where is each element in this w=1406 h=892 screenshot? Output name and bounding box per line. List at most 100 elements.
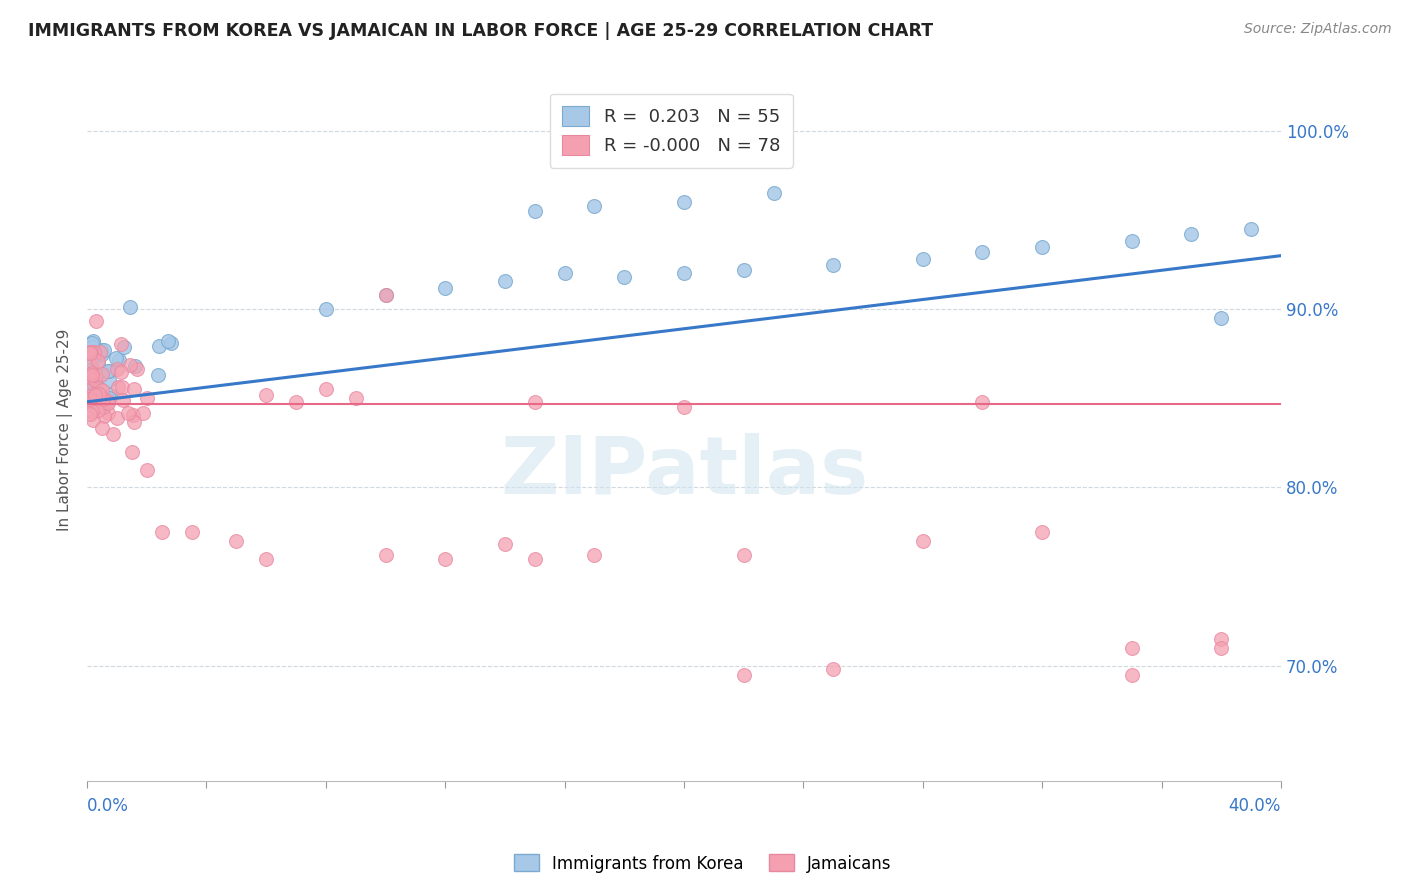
Point (105, 351, 128, 365)
Point (97, 363, 120, 377)
Point (135, 391, 157, 405)
Point (80, 381, 103, 395)
Point (84, 384, 107, 398)
Point (180, 524, 202, 539)
Point (82, 368, 104, 383)
Point (80, 345, 103, 359)
Point (225, 533, 247, 548)
Point (135, 462, 157, 476)
Point (80, 354, 103, 368)
Point (105, 411, 128, 425)
Point (1031, 524, 1053, 539)
Point (156, 334, 179, 348)
Point (285, 394, 308, 409)
Point (823, 258, 845, 272)
Point (972, 394, 994, 409)
Point (523, 394, 546, 409)
Point (124, 359, 146, 374)
Point (523, 551, 546, 566)
Point (79, 372, 101, 386)
Point (911, 533, 934, 548)
Point (80, 362, 103, 376)
Point (315, 382, 337, 396)
Point (911, 252, 934, 267)
Point (733, 667, 755, 681)
Point (672, 195, 695, 210)
Point (733, 548, 755, 562)
Point (315, 302, 337, 317)
Point (82, 413, 104, 427)
Point (121, 408, 143, 422)
Point (83, 344, 105, 359)
Point (80, 335, 103, 350)
Point (84, 370, 107, 384)
Point (79, 392, 101, 406)
Text: 40.0%: 40.0% (1229, 797, 1281, 815)
Point (87, 372, 110, 386)
Point (82, 366, 104, 380)
Point (1211, 640, 1233, 655)
Point (523, 204, 546, 219)
Point (90, 383, 112, 397)
Point (434, 551, 457, 566)
Point (823, 662, 845, 676)
Point (254, 551, 277, 566)
Point (344, 391, 367, 405)
Point (87, 403, 110, 417)
Point (1121, 667, 1143, 681)
Point (1121, 235, 1143, 249)
Point (254, 387, 277, 401)
Point (1211, 311, 1233, 326)
Point (79, 346, 101, 360)
Point (97, 395, 120, 409)
Point (583, 199, 606, 213)
Point (672, 267, 695, 281)
Point (87, 382, 110, 396)
Point (148, 339, 170, 353)
Point (79, 398, 101, 412)
Point (93, 343, 115, 357)
Point (159, 335, 181, 350)
Point (107, 353, 129, 368)
Text: Source: ZipAtlas.com: Source: ZipAtlas.com (1244, 22, 1392, 37)
Point (146, 368, 169, 382)
Point (82, 340, 104, 354)
Point (762, 186, 785, 201)
Point (972, 245, 994, 260)
Point (733, 263, 755, 277)
Point (87, 354, 110, 368)
Point (97, 406, 120, 420)
Point (82, 334, 104, 348)
Point (98, 392, 121, 406)
Point (87, 356, 110, 370)
Point (94, 392, 117, 407)
Point (79, 345, 101, 359)
Point (118, 358, 141, 372)
Point (90, 393, 112, 408)
Point (1180, 227, 1202, 242)
Legend: Immigrants from Korea, Jamaicans: Immigrants from Korea, Jamaicans (508, 847, 898, 880)
Point (79, 378, 101, 392)
Point (150, 524, 173, 539)
Point (84, 381, 107, 395)
Point (112, 340, 135, 354)
Point (98, 388, 121, 402)
Point (82, 404, 104, 418)
Point (79, 363, 101, 377)
Point (89, 344, 111, 359)
Point (554, 267, 576, 281)
Point (97, 393, 120, 408)
Point (110, 365, 132, 379)
Point (672, 400, 695, 414)
Point (90, 343, 112, 357)
Point (434, 281, 457, 295)
Point (125, 361, 148, 376)
Point (118, 300, 141, 314)
Point (79, 369, 101, 384)
Point (374, 548, 396, 562)
Y-axis label: In Labor Force | Age 25-29: In Labor Force | Age 25-29 (58, 328, 73, 531)
Point (111, 392, 134, 407)
Point (117, 406, 139, 420)
Text: ZIPatlas: ZIPatlas (501, 433, 868, 511)
Point (84, 314, 107, 328)
